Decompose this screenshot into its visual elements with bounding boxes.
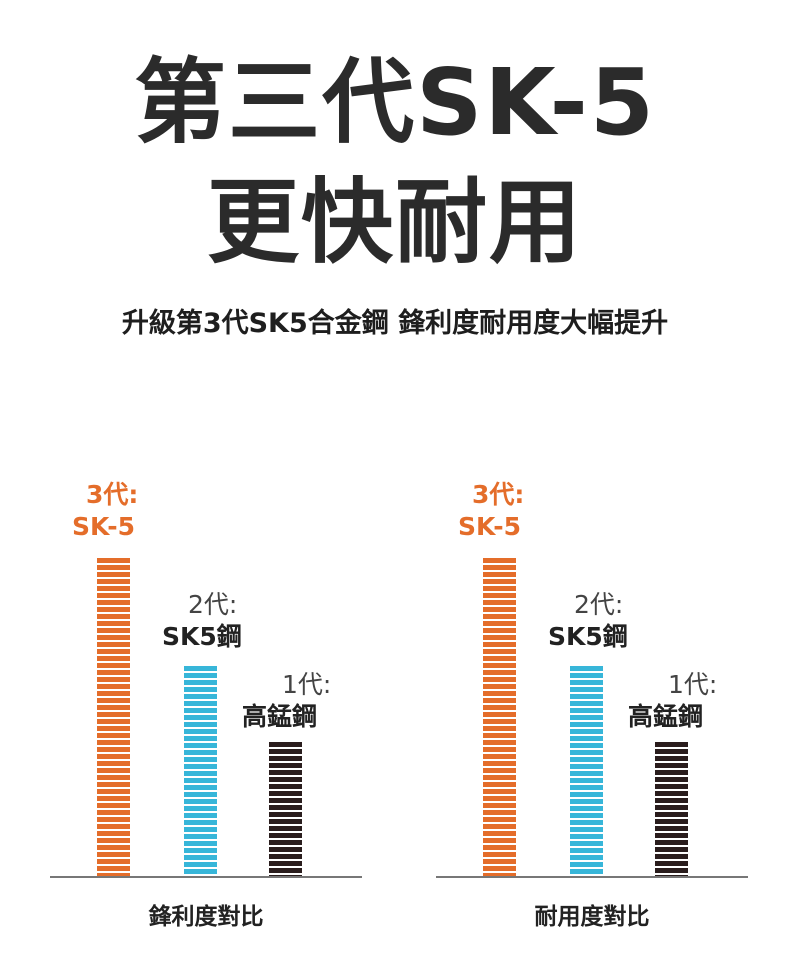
headline-line-1: 第三代SK-5 [134, 49, 656, 156]
subtitle: 升級第3代SK5合金鋼 鋒利度耐用度大幅提升 [121, 308, 669, 339]
sharpness-chart: 3代: SK-5 2代: SK5鋼 1代: 高錳鋼 鋒利度對比 [50, 460, 370, 930]
gen1-material: 高錳鋼 [628, 702, 704, 731]
gen1-bar [655, 742, 688, 876]
gen1-bar [269, 742, 302, 876]
gen2-material: SK5鋼 [548, 622, 628, 651]
gen2-bar [184, 666, 217, 876]
gen3-bar [483, 558, 516, 876]
gen3-bar [97, 558, 130, 876]
gen2-bar [570, 666, 603, 876]
gen3-label: 3代: [472, 480, 525, 509]
chart-baseline [436, 876, 748, 878]
gen2-material: SK5鋼 [162, 622, 242, 651]
gen3-material: SK-5 [72, 512, 135, 541]
headline-line-2: 更快耐用 [206, 169, 583, 276]
chart-caption: 鋒利度對比 [148, 904, 264, 930]
gen2-label: 2代: [574, 590, 624, 619]
gen2-label: 2代: [188, 590, 238, 619]
gen3-material: SK-5 [458, 512, 521, 541]
gen3-label: 3代: [86, 480, 139, 509]
gen1-label: 1代: [668, 670, 718, 699]
chart-baseline [50, 876, 362, 878]
gen1-material: 高錳鋼 [242, 702, 318, 731]
chart-caption: 耐用度對比 [534, 904, 650, 930]
durability-chart: 3代: SK-5 2代: SK5鋼 1代: 高錳鋼 耐用度對比 [436, 460, 756, 930]
gen1-label: 1代: [282, 670, 332, 699]
